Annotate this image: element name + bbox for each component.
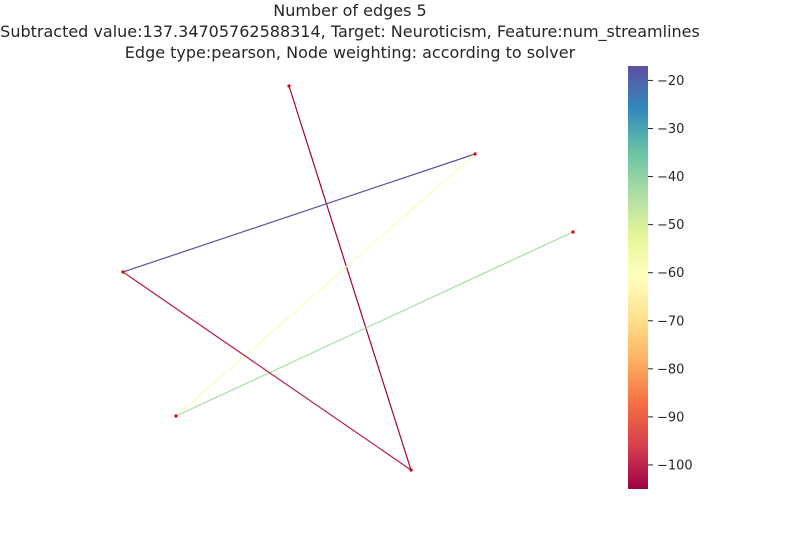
- colorbar-tick-label: −80: [657, 362, 684, 377]
- edge-n1-n6: [288, 85, 412, 471]
- colorbar-gradient: [628, 66, 648, 489]
- colorbar-tick-label: −50: [657, 218, 684, 233]
- edge-n3-n2: [122, 153, 476, 273]
- node-n6: [409, 468, 413, 472]
- node-n5: [174, 414, 178, 418]
- node-n2: [473, 152, 477, 156]
- title-line-2: Subtracted value:137.34705762588314, Tar…: [0, 22, 700, 42]
- edge-n5-n4: [175, 231, 574, 417]
- edge-n5-n2: [175, 153, 476, 417]
- node-n3: [121, 270, 125, 274]
- node-layer: [121, 84, 575, 472]
- edge-layer: [122, 85, 574, 471]
- colorbar-tick-label: −40: [657, 170, 684, 185]
- colorbar-tick-label: −90: [657, 410, 684, 425]
- colorbar-tick-label: −30: [657, 122, 684, 137]
- chart-title: Number of edges 5 Subtracted value:137.3…: [0, 1, 700, 62]
- colorbar-ticks: −20 −30 −40 −50 −60 −70 −80 −90 −100: [648, 74, 693, 473]
- colorbar-tick-label: −70: [657, 314, 684, 329]
- node-n4: [571, 230, 575, 234]
- edge-n3-n6: [122, 271, 412, 471]
- node-n1: [287, 84, 291, 88]
- colorbar-tick-label: −20: [657, 74, 684, 89]
- colorbar: −20 −30 −40 −50 −60 −70 −80 −90 −100: [628, 66, 693, 489]
- title-line-3: Edge type:pearson, Node weighting: accor…: [125, 43, 576, 62]
- colorbar-tick-label: −60: [657, 266, 684, 281]
- title-line-1: Number of edges 5: [273, 1, 426, 20]
- colorbar-tick-label: −100: [657, 458, 693, 473]
